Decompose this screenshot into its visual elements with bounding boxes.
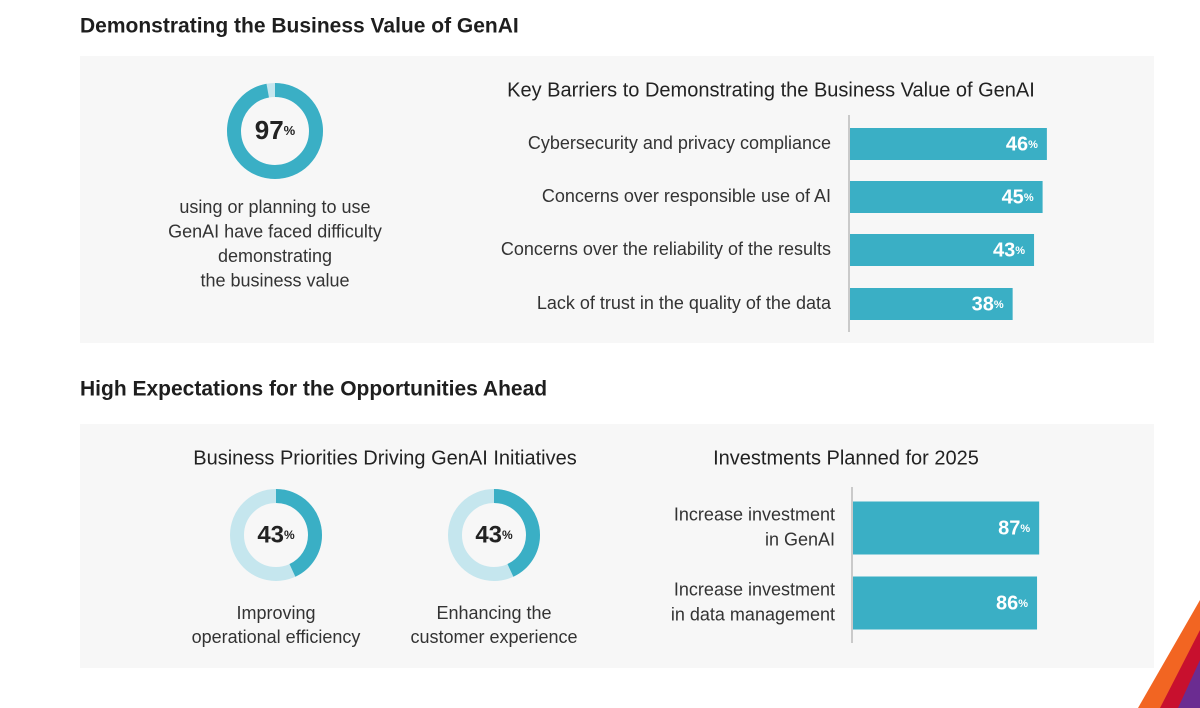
bar	[850, 234, 1035, 266]
bar-label: Lack of trust in the quality of the data	[537, 293, 832, 313]
corner-decoration	[1138, 600, 1200, 708]
donut-caption: Improving	[236, 603, 315, 623]
bar	[850, 128, 1047, 160]
bar-label: in GenAI	[765, 529, 835, 549]
bar	[850, 288, 1013, 320]
bar-value: 46%	[1006, 133, 1038, 155]
bar-label: Concerns over the reliability of the res…	[501, 239, 831, 259]
donut-caption: customer experience	[410, 627, 577, 647]
bar-value: 43%	[993, 239, 1025, 261]
section-title: High Expectations for the Opportunities …	[80, 378, 547, 401]
donut-caption: using or planning to use	[179, 197, 370, 217]
donut-caption: the business value	[200, 271, 349, 291]
bar-value: 86%	[996, 592, 1028, 614]
bar-label: Increase investment	[674, 579, 835, 599]
bar	[850, 181, 1043, 213]
bar-value: 38%	[972, 293, 1004, 315]
chart-title: Business Priorities Driving GenAI Initia…	[193, 447, 576, 469]
bar-value: 45%	[1002, 186, 1034, 208]
bar	[853, 576, 1038, 630]
donut-arc	[448, 489, 540, 581]
bar	[853, 501, 1040, 555]
section-title: Demonstrating the Business Value of GenA…	[80, 15, 519, 38]
bar-label: Concerns over responsible use of AI	[542, 186, 831, 206]
chart-title: Key Barriers to Demonstrating the Busine…	[507, 79, 1035, 101]
donut-arc	[230, 489, 322, 581]
donut-caption: demonstrating	[218, 246, 332, 266]
bar-label: in data management	[671, 604, 835, 624]
bar-value: 87%	[998, 517, 1030, 539]
donut-caption: Enhancing the	[436, 603, 551, 623]
bar-label: Cybersecurity and privacy compliance	[528, 133, 831, 153]
donut-caption: operational efficiency	[192, 627, 361, 647]
donut-arc	[227, 83, 323, 179]
donut-caption: GenAI have faced difficulty	[168, 221, 382, 241]
bar-label: Increase investment	[674, 504, 835, 524]
chart-title: Investments Planned for 2025	[713, 447, 979, 469]
